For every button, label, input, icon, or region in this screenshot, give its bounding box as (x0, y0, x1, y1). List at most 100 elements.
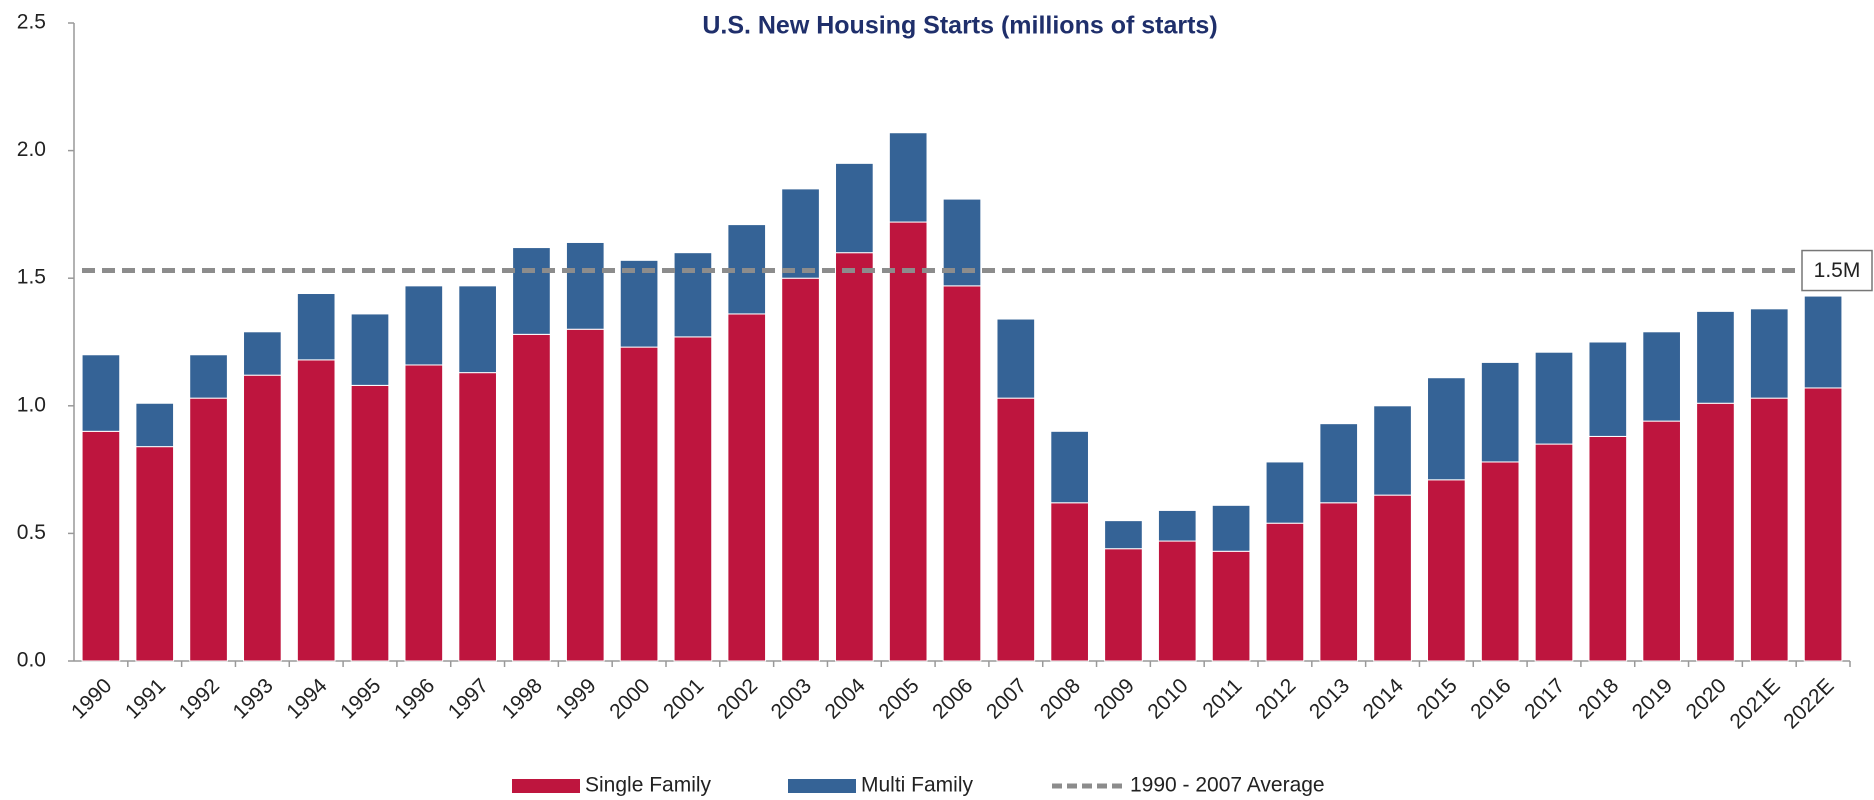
bar-segment (296, 293, 336, 361)
x-tick-label: 2006 (928, 674, 977, 723)
legend-label: 1990 - 2007 Average (1130, 774, 1325, 797)
bar-segment (512, 247, 551, 335)
average-label-box (1801, 249, 1873, 292)
bar-segment (1480, 461, 1520, 662)
legend-label: Single Family (585, 774, 712, 797)
bar-segment (1427, 479, 1466, 662)
bar-segment (1803, 387, 1843, 662)
bar-segment (1642, 331, 1681, 422)
x-tick-label: 1996 (390, 674, 439, 723)
bar-segment (1803, 295, 1843, 389)
bar-segment (1588, 341, 1628, 437)
bar-segment (1265, 522, 1305, 662)
bar-segment (512, 333, 551, 662)
bar-segment (1265, 461, 1305, 524)
bar-segment (350, 384, 390, 662)
bar-segment (1373, 494, 1412, 662)
average-label: 1.5M (1814, 259, 1861, 282)
x-tick-label: 1998 (498, 674, 547, 723)
y-tick-label: 1.5 (17, 266, 46, 289)
bar-segment (619, 346, 659, 662)
x-tick-label: 1997 (444, 674, 493, 723)
x-tick-label: 2014 (1359, 674, 1409, 724)
bar-segment (1157, 540, 1197, 662)
legend-label: Multi Family (861, 774, 974, 797)
x-tick-label: 2008 (1036, 674, 1085, 723)
bar-segment (1319, 502, 1359, 662)
bar-segment (1211, 504, 1251, 552)
x-tick-label: 1995 (336, 674, 385, 723)
bar-segment (296, 359, 336, 662)
x-tick-label: 2013 (1305, 674, 1354, 723)
x-tick-label: 2004 (821, 674, 871, 724)
bar-segment (565, 241, 605, 330)
x-tick-label: 1991 (121, 674, 170, 723)
bar-segment (1104, 548, 1143, 662)
bar-segment (1588, 435, 1628, 662)
bar-segment (1373, 405, 1412, 496)
bar-segment (1427, 377, 1466, 481)
bar-segment (1642, 420, 1681, 662)
bar-segment (135, 402, 175, 448)
x-tick-label: 2021E (1726, 674, 1785, 733)
bar-segment (1749, 397, 1789, 662)
y-tick-label: 0.5 (17, 521, 46, 544)
bar-segment (1534, 443, 1574, 662)
bar-segment (458, 285, 497, 374)
bar-segment (458, 372, 497, 662)
bar-segment (189, 397, 228, 662)
bar-segment (835, 162, 874, 254)
bar-segment (243, 374, 282, 662)
bar-segment (1211, 550, 1251, 662)
bar-segment (888, 221, 928, 662)
bar-segment (404, 364, 444, 662)
legend-swatch (788, 779, 856, 793)
x-tick-label: 2017 (1520, 674, 1569, 723)
x-tick-label: 2016 (1466, 674, 1515, 723)
bar-segment (996, 318, 1036, 399)
bar-segment (835, 252, 874, 662)
x-tick-label: 2007 (982, 674, 1031, 723)
x-tick-label: 2010 (1143, 674, 1192, 723)
bar-segment (1050, 502, 1089, 662)
x-tick-label: 2000 (605, 674, 654, 723)
bar-segment (1319, 423, 1359, 504)
y-tick-label: 1.0 (17, 393, 46, 416)
bar-segment (1157, 509, 1197, 542)
bar-segment (1050, 430, 1089, 504)
x-tick-label: 2015 (1413, 674, 1462, 723)
x-tick-label: 2009 (1090, 674, 1139, 723)
x-tick-label: 1992 (175, 674, 224, 723)
bar-segment (1534, 351, 1574, 445)
bar-segment (81, 354, 121, 432)
bar-segment (619, 259, 659, 348)
bar-segment (243, 331, 282, 376)
y-tick-label: 2.5 (17, 11, 46, 34)
bar-segment (135, 446, 175, 662)
bar-segment (781, 277, 820, 662)
x-tick-label: 2011 (1198, 674, 1246, 722)
bar-segment (888, 132, 928, 223)
bar-segment (1749, 308, 1789, 399)
x-tick-label: 1990 (67, 674, 116, 723)
chart-title: U.S. New Housing Starts (millions of sta… (702, 12, 1217, 40)
bar-segment (673, 336, 713, 662)
bar-segment (1104, 520, 1143, 550)
bar-segment (727, 313, 767, 662)
bar-segment (1480, 361, 1520, 463)
x-tick-label: 1993 (229, 674, 278, 723)
x-tick-label: 2012 (1251, 674, 1300, 723)
bar-segment (1696, 310, 1735, 404)
bar-segment (1696, 402, 1735, 662)
x-tick-label: 1999 (551, 674, 600, 723)
x-tick-label: 2019 (1628, 674, 1677, 723)
legend-swatch (512, 779, 580, 793)
bar-segment (673, 252, 713, 338)
x-tick-label: 2003 (767, 674, 816, 723)
x-tick-label: 2005 (874, 674, 923, 723)
x-tick-label: 2018 (1574, 674, 1623, 723)
bar-segment (942, 285, 982, 662)
x-tick-label: 2020 (1682, 674, 1731, 723)
bar-segment (350, 313, 390, 386)
